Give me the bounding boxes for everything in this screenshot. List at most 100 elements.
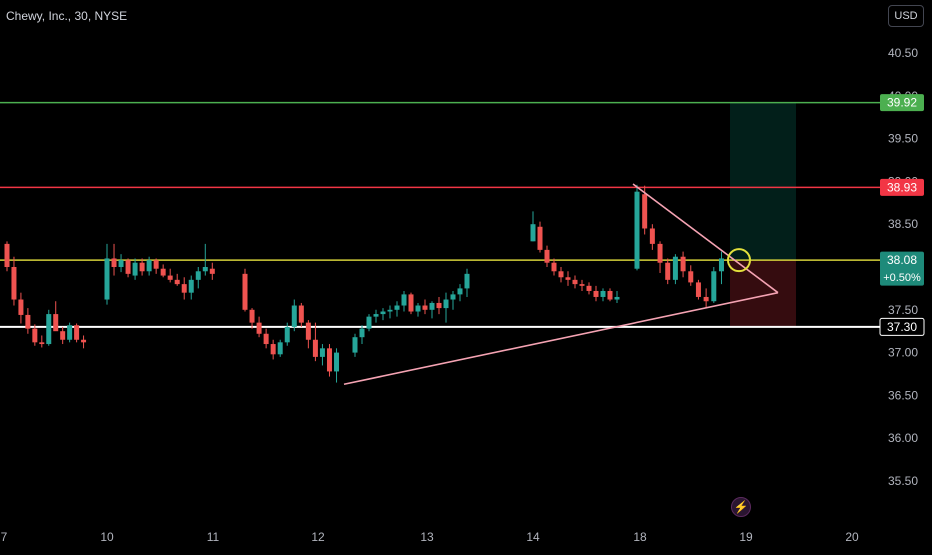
candle-body: [688, 271, 694, 283]
price-tag-label: 38.08: [887, 253, 917, 267]
candle-body: [81, 339, 87, 343]
currency-button[interactable]: USD: [888, 5, 924, 27]
candle-body: [579, 284, 585, 286]
candle-body: [305, 322, 311, 340]
price-tag-label: 39.92: [887, 96, 917, 110]
candle-body: [132, 262, 138, 276]
x-tick-label: 10: [100, 530, 114, 544]
candle-body: [359, 328, 365, 338]
candle-body: [593, 290, 599, 297]
candle-body: [209, 268, 215, 274]
candle-body: [74, 325, 80, 340]
candle-body: [174, 279, 180, 285]
candle-body: [718, 258, 724, 272]
candle-body: [600, 290, 606, 297]
candle-body: [464, 273, 470, 289]
candle-body: [53, 314, 59, 332]
y-tick-label: 39.50: [888, 132, 918, 146]
y-tick-label: 38.50: [888, 217, 918, 231]
trend-line: [343, 291, 779, 386]
symbol-title: Chewy, Inc., 30, NYSE: [6, 9, 128, 23]
price-tag: [880, 178, 924, 196]
y-tick-label: 36.50: [888, 388, 918, 402]
candle-body: [380, 311, 386, 315]
candle-body: [284, 326, 290, 343]
candle-body: [291, 305, 297, 327]
price-change-label: +0.50%: [883, 272, 921, 284]
candle-body: [436, 302, 442, 309]
candle-body: [544, 249, 550, 263]
target-zone: [730, 102, 796, 261]
candle-body: [711, 271, 717, 302]
candle-body: [537, 226, 543, 250]
x-tick-label: 12: [311, 530, 325, 544]
candle-body: [551, 262, 557, 272]
x-tick-label: 20: [845, 530, 859, 544]
x-tick-label: 19: [739, 530, 753, 544]
entry-highlight-circle: [727, 248, 751, 273]
x-tick-label: 13: [420, 530, 434, 544]
x-tick-label: 18: [633, 530, 647, 544]
candle-body: [422, 305, 428, 310]
candle-body: [387, 309, 393, 312]
candle-body: [558, 271, 564, 278]
candle-body: [443, 299, 449, 309]
candle-body: [188, 279, 194, 293]
candle-body: [125, 260, 131, 274]
candle-body: [401, 294, 407, 306]
candle-body: [695, 282, 701, 297]
price-tag: [879, 317, 925, 336]
candle-body: [18, 299, 24, 315]
candle-body: [67, 325, 73, 340]
candle-body: [586, 285, 592, 291]
candle-body: [263, 333, 269, 345]
x-tick-label: 14: [526, 530, 540, 544]
candle-body: [146, 260, 152, 272]
y-tick-label: 37.50: [888, 303, 918, 317]
candle-body: [104, 258, 110, 300]
candle-body: [642, 194, 648, 229]
candle-body: [153, 260, 159, 269]
candle-body: [167, 275, 173, 280]
candle-body: [429, 302, 435, 310]
candle-body: [160, 268, 166, 276]
candle-body: [373, 314, 379, 317]
candle-body: [366, 316, 372, 329]
candle-body: [634, 191, 640, 269]
candle-body: [249, 309, 255, 323]
candle-body: [657, 243, 663, 263]
candle-body: [457, 288, 463, 295]
candle-body: [614, 296, 620, 300]
candle-body: [415, 305, 421, 312]
candle-body: [4, 243, 10, 267]
candle-body: [565, 277, 571, 280]
candle-body: [312, 339, 318, 357]
candle-body: [703, 296, 709, 302]
candle-body: [111, 258, 117, 267]
x-tick-label: 11: [207, 530, 220, 544]
candle-body: [60, 331, 66, 340]
candle-body: [530, 224, 536, 242]
candle-body: [181, 284, 187, 293]
candle-body: [352, 337, 358, 353]
candle-body: [25, 314, 31, 329]
candle-body: [319, 348, 325, 357]
price-tag: [880, 94, 924, 112]
candle-body: [195, 271, 201, 280]
y-tick-label: 36.00: [888, 431, 918, 445]
candle-body: [665, 262, 671, 280]
price-tag-label: 37.30: [887, 320, 917, 334]
candle-body: [202, 267, 208, 272]
candle-body: [256, 322, 262, 334]
lightning-icon[interactable]: ⚡: [731, 497, 751, 517]
trend-line: [632, 183, 779, 294]
candle-body: [139, 262, 145, 272]
candle-body: [408, 294, 414, 312]
candle-body: [270, 344, 276, 355]
candle-body: [242, 273, 248, 310]
candle-body: [46, 314, 52, 345]
y-tick-label: 37.00: [888, 346, 918, 360]
x-tick-label: 7: [1, 530, 8, 544]
